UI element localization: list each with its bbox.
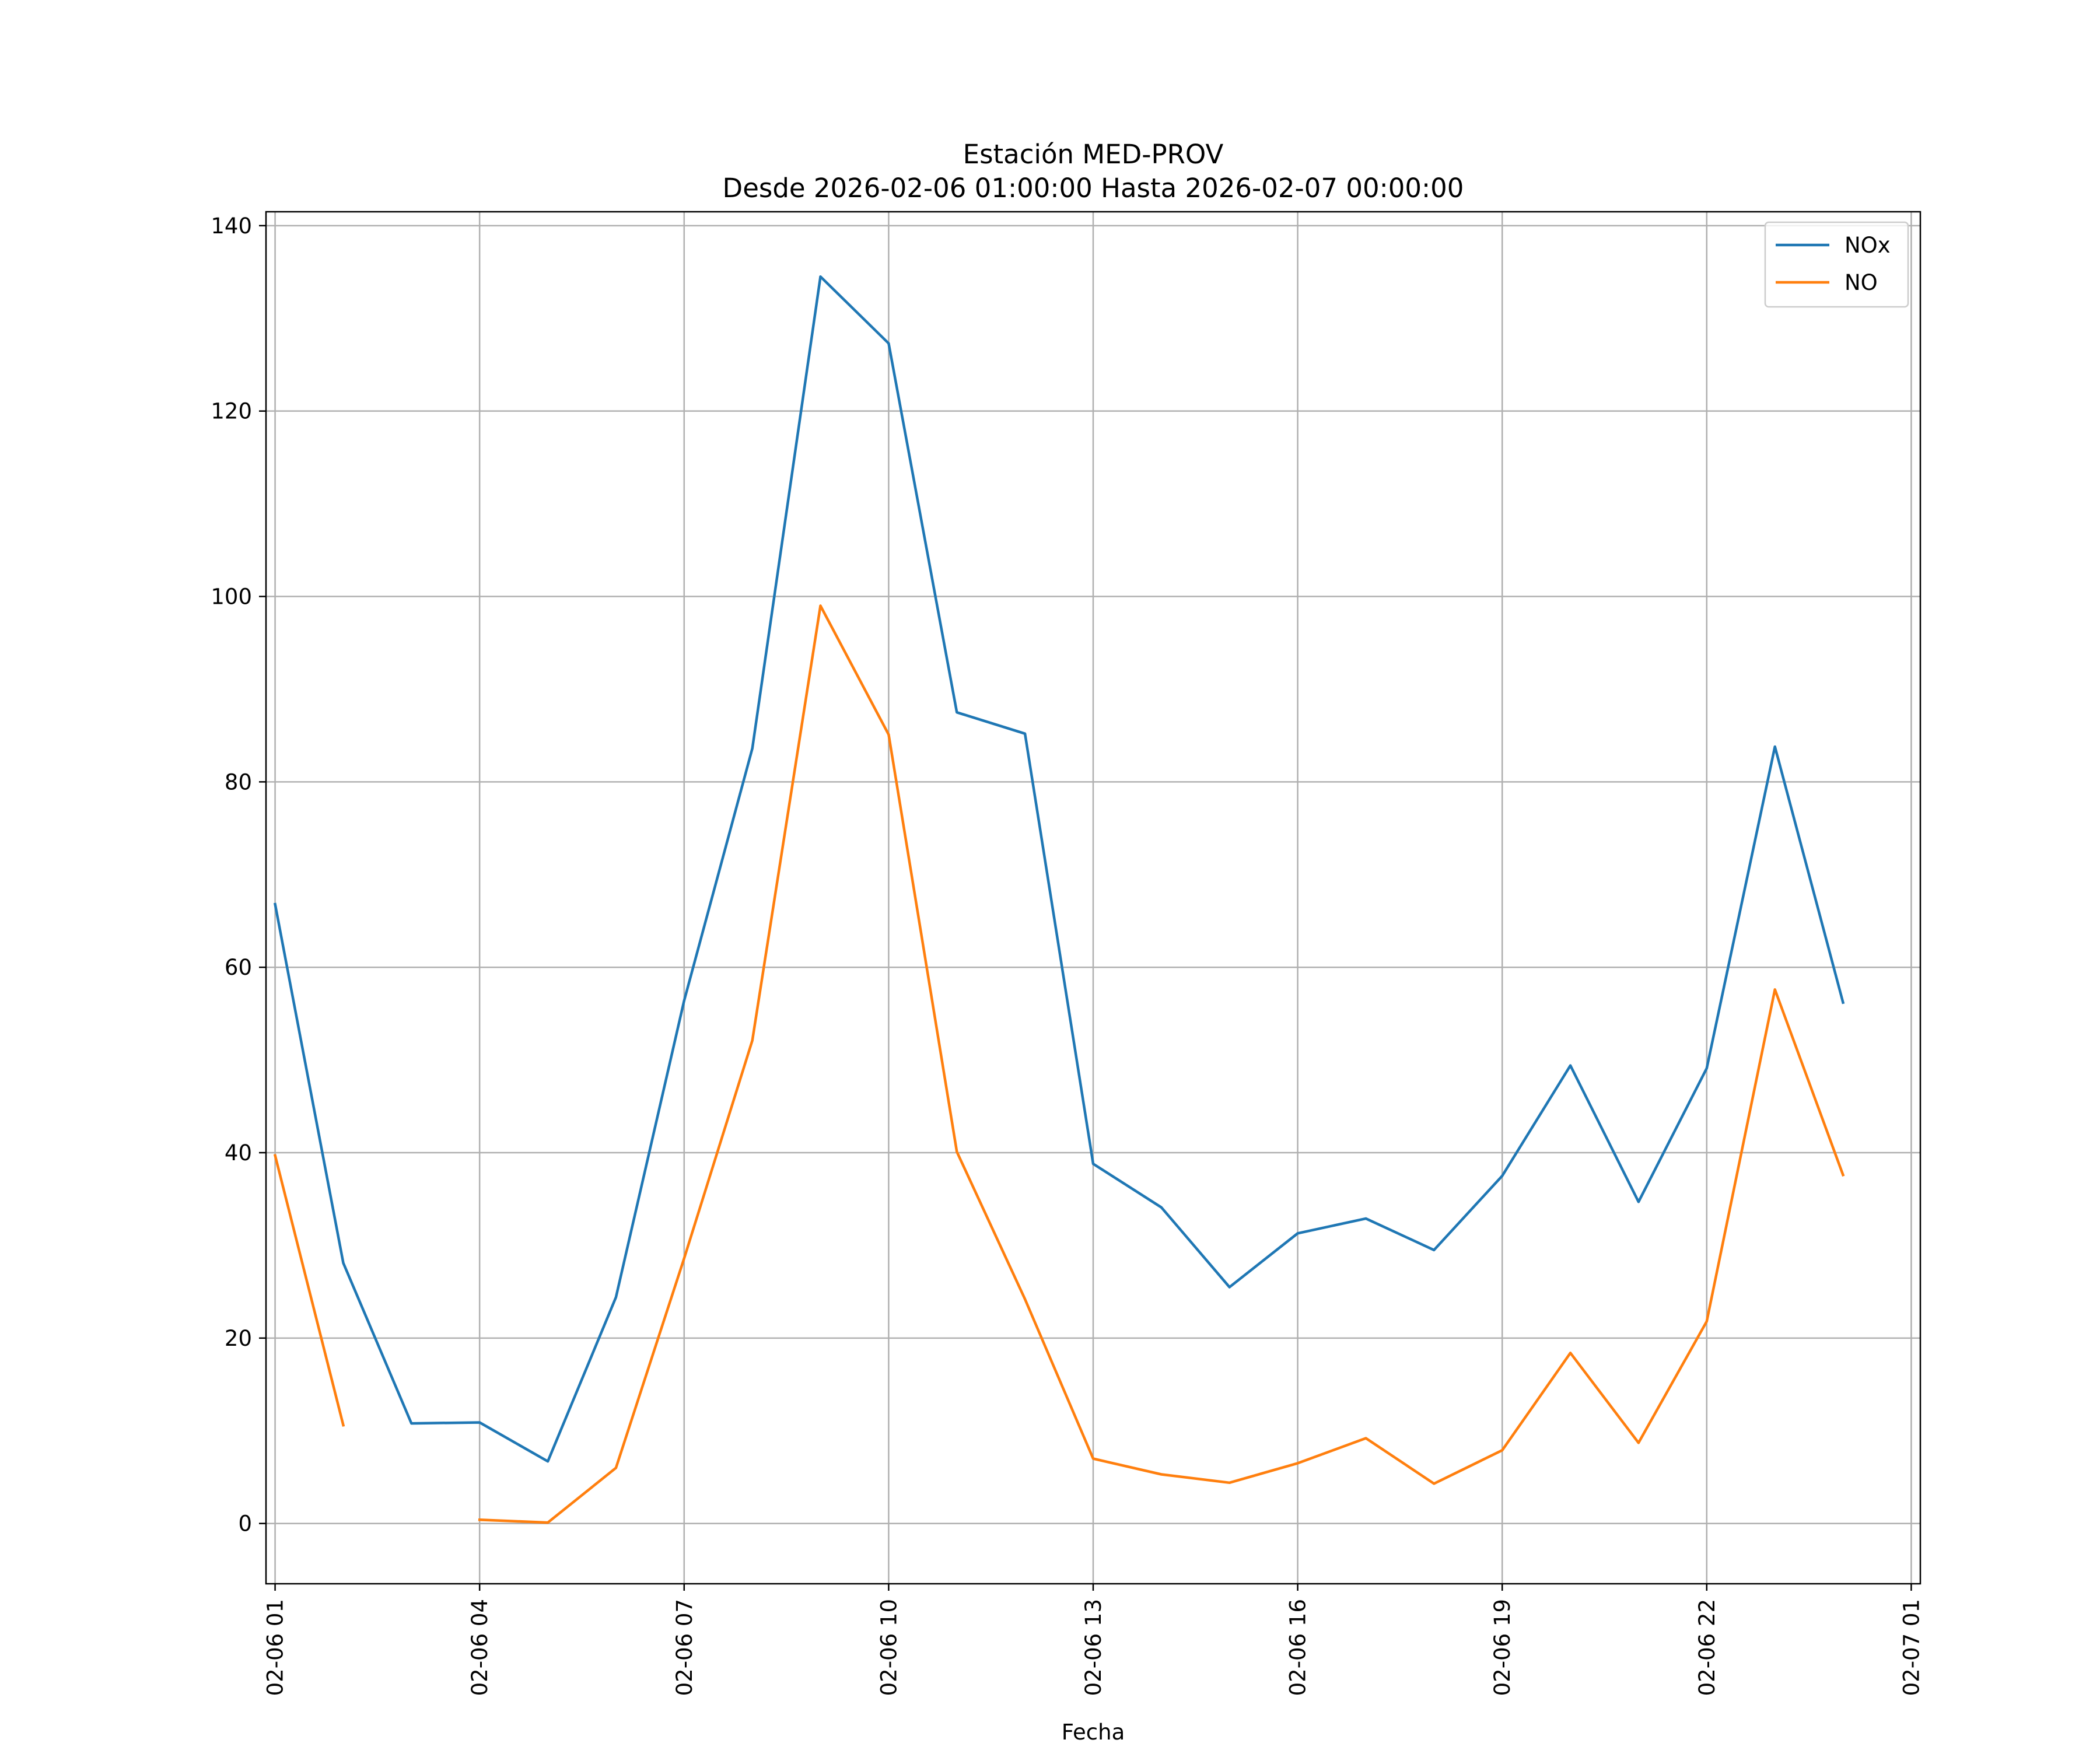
y-tick-label: 100 <box>211 584 252 610</box>
series-line-no <box>478 604 1845 1524</box>
series-line-nox <box>273 275 1845 1463</box>
x-tick-label: 02-06 07 <box>672 1599 697 1696</box>
legend-label-nox: NOx <box>1845 233 1891 258</box>
chart-title-line2: Desde 2026-02-06 01:00:00 Hasta 2026-02-… <box>723 173 1464 204</box>
axis-ticks: 02-06 01 02-06 04 02-06 07 02-06 10 02-06 13… <box>211 214 1924 1696</box>
x-tick-label: 02-06 10 <box>876 1599 901 1696</box>
y-tick-label: 40 <box>225 1140 252 1166</box>
y-tick-label: 140 <box>211 214 252 239</box>
chart-title-line1: Estación MED-PROV <box>963 139 1224 170</box>
x-tick-label: 02-07 01 <box>1899 1599 1924 1696</box>
x-axis-label: Fecha <box>1062 1720 1125 1745</box>
y-tick-label: 20 <box>225 1326 252 1351</box>
legend: NOx NO <box>1764 221 1909 308</box>
x-tick-label: 02-06 13 <box>1081 1599 1106 1696</box>
y-tick-label: 60 <box>225 955 252 980</box>
x-tick-label: 02-06 22 <box>1695 1599 1720 1696</box>
x-tick-label: 02-06 19 <box>1490 1599 1515 1696</box>
x-tick-label: 02-06 01 <box>263 1599 288 1696</box>
x-tick-label: 02-06 16 <box>1286 1599 1311 1696</box>
y-tick-label: 120 <box>211 399 252 424</box>
series-line-no <box>273 1154 345 1427</box>
grid-lines <box>266 212 1920 1584</box>
y-tick-label: 0 <box>238 1511 252 1536</box>
legend-label-no: NO <box>1845 270 1878 295</box>
y-tick-label: 80 <box>225 769 252 794</box>
x-tick-label: 02-06 04 <box>467 1599 492 1696</box>
legend-box <box>1764 221 1909 308</box>
series-lines <box>273 275 1845 1524</box>
